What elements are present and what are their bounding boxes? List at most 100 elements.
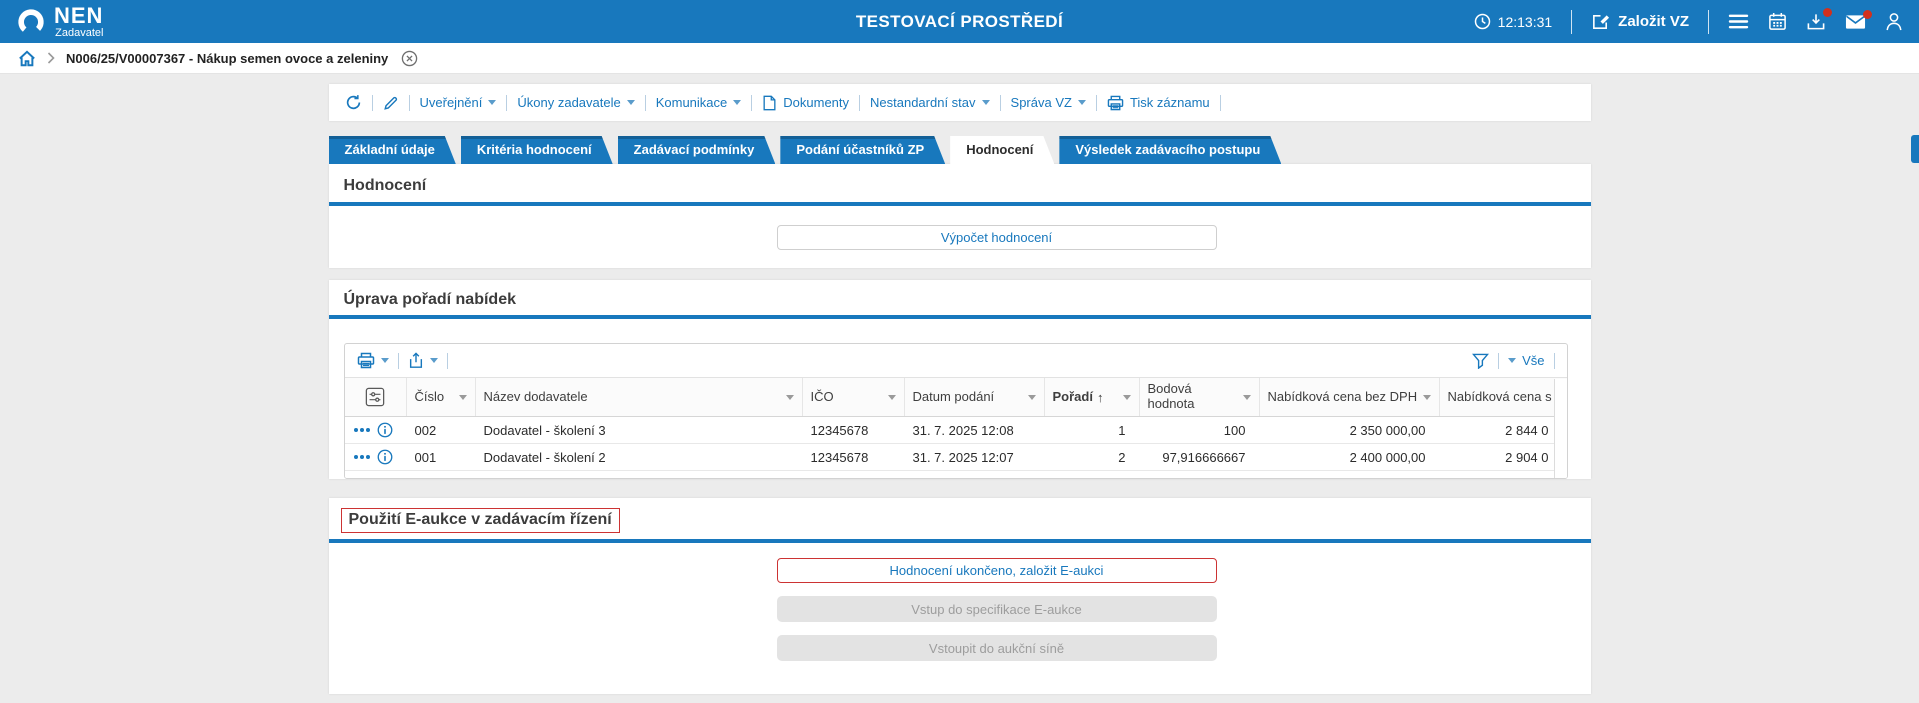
mail-icon	[1845, 14, 1866, 30]
row-info-button[interactable]	[377, 449, 393, 465]
cell-poradi: 2	[1118, 449, 1126, 465]
cell-ico: 12345678	[810, 449, 869, 465]
clock-time: 12:13:31	[1497, 13, 1553, 30]
divider	[506, 94, 508, 111]
row-actions-button[interactable]	[353, 455, 370, 459]
header-label: IČO	[810, 388, 834, 404]
table-header-ico[interactable]: IČO	[803, 378, 905, 416]
divider	[408, 94, 410, 111]
menu-button[interactable]	[1728, 13, 1749, 30]
record-tabs: Základní údaje Kritéria hodnocení Zadáva…	[329, 136, 1591, 164]
table-row[interactable]: 001 Dodavatel - školení 2 12345678 31. 7…	[344, 444, 1567, 471]
breadcrumb-close-button[interactable]	[401, 50, 418, 67]
refresh-button[interactable]	[345, 94, 362, 111]
table-header-datum-podani[interactable]: Datum podání	[905, 378, 1045, 416]
table-print-button[interactable]	[357, 352, 389, 369]
funnel-icon	[1472, 353, 1490, 369]
document-icon	[762, 95, 777, 111]
section-title-hodnoceni: Hodnocení	[343, 177, 427, 194]
column-settings-header[interactable]	[345, 378, 407, 416]
help-side-tab-clipped[interactable]	[1911, 135, 1919, 163]
chevron-right-icon	[47, 52, 55, 64]
chevron-down-icon	[1508, 358, 1517, 363]
table-header-cena-s-dph[interactable]: Nabídková cena s DP	[1440, 378, 1567, 416]
breadcrumb-record-title[interactable]: N006/25/V00007367 - Nákup semen ovoce a …	[66, 50, 389, 66]
table-header-nazev-dodavatele[interactable]: Název dodavatele	[476, 378, 803, 416]
header-label: Název dodavatele	[483, 388, 588, 404]
tab-zakladni-udaje[interactable]: Základní údaje	[329, 136, 456, 164]
section-eaukce: Použití E-aukce v zadávacím řízení Hodno…	[328, 498, 1591, 694]
table-filter-all-dropdown[interactable]: Vše	[1508, 353, 1545, 368]
toolbar-item-nestandardni-stav[interactable]: Nestandardní stav	[870, 95, 990, 110]
section-rule	[328, 315, 1591, 319]
cell-cislo: 002	[414, 422, 437, 438]
cell-cena-bez-dph: 2 400 000,00	[1349, 449, 1426, 465]
toolbar-item-komunikace[interactable]: Komunikace	[656, 95, 742, 110]
clock: 12:13:31	[1474, 13, 1553, 30]
filter-caret-icon	[458, 394, 467, 400]
home-button[interactable]	[18, 49, 36, 67]
table-header-cislo[interactable]: Číslo	[407, 378, 476, 416]
toolbar-item-ukony-zadavatele[interactable]: Úkony zadavatele	[517, 95, 635, 110]
section-rule	[328, 539, 1591, 543]
row-info-button[interactable]	[377, 422, 393, 438]
tab-vysledek-zadavaciho-postupu[interactable]: Výsledek zadávacího postupu	[1059, 136, 1281, 164]
cell-datum-podani: 31. 7. 2025 12:07	[912, 449, 1014, 465]
filter-caret-icon	[1242, 394, 1251, 400]
nen-logo-icon	[16, 7, 46, 37]
filter-caret-icon	[1027, 394, 1036, 400]
row-actions-button[interactable]	[353, 428, 370, 432]
table-header-poradi[interactable]: Pořadí ↑	[1045, 378, 1140, 416]
filter-caret-icon	[785, 394, 794, 400]
vypocet-hodnoceni-button[interactable]: Výpočet hodnocení	[776, 225, 1217, 250]
vstoupit-do-aukcni-sine-button[interactable]: Vstoupit do aukční síně	[776, 635, 1217, 661]
mail-button[interactable]	[1845, 9, 1872, 30]
section-uprava-poradi: Úprava pořadí nabídek	[328, 280, 1591, 479]
header-label: Číslo	[414, 388, 445, 404]
header-label: Datum podání	[912, 388, 995, 404]
chevron-down-icon	[1077, 100, 1086, 105]
tab-kriteria-hodnoceni[interactable]: Kritéria hodnocení	[461, 136, 613, 164]
table-header-cena-bez-dph[interactable]: Nabídková cena bez DPH	[1260, 378, 1440, 416]
create-vz-label: Založit VZ	[1618, 13, 1689, 30]
section-rule	[328, 202, 1591, 206]
toolbar-item-uverejneni[interactable]: Uveřejnění	[420, 95, 497, 110]
edit-record-button[interactable]	[383, 95, 399, 111]
tab-hodnoceni-active[interactable]: Hodnocení	[950, 136, 1054, 164]
chevron-down-icon	[981, 100, 990, 105]
divider	[751, 94, 753, 111]
environment-title: TESTOVACÍ PROSTŘEDÍ	[855, 11, 1064, 31]
toolbar-item-tisk-zaznamu[interactable]: Tisk záznamu	[1107, 95, 1210, 111]
vstup-do-specifikace-eaukce-button[interactable]: Vstup do specifikace E-aukce	[776, 596, 1217, 622]
cell-cena-bez-dph: 2 350 000,00	[1349, 422, 1426, 438]
hodnoceni-ukonceno-zalozit-eaukci-button[interactable]: Hodnocení ukončeno, založit E-aukci	[776, 558, 1217, 583]
tab-zadavaci-podminky[interactable]: Zadávací podmínky	[618, 136, 776, 164]
divider	[999, 94, 1001, 111]
table-export-button[interactable]	[408, 352, 438, 369]
chevron-down-icon	[380, 358, 389, 363]
sort-ascending-icon: ↑	[1096, 389, 1104, 405]
chevron-down-icon	[733, 100, 742, 105]
printer-icon	[1107, 95, 1124, 111]
calendar-button[interactable]	[1768, 12, 1787, 31]
clock-icon	[1474, 13, 1491, 30]
create-vz-button[interactable]: Založit VZ	[1591, 12, 1689, 31]
export-icon	[408, 352, 424, 369]
brand-name: NEN	[54, 2, 104, 28]
toolbar-item-dokumenty[interactable]: Dokumenty	[762, 95, 849, 111]
user-button[interactable]	[1885, 12, 1903, 31]
tab-podani-ucastniku-zp[interactable]: Podání účastníků ZP	[780, 136, 945, 164]
nen-logo[interactable]: NEN Zadavatel	[16, 2, 104, 39]
divider	[1219, 94, 1221, 111]
toolbar-item-sprava-vz[interactable]: Správa VZ	[1011, 95, 1086, 110]
home-icon	[18, 49, 36, 67]
table-row[interactable]: 002 Dodavatel - školení 3 12345678 31. 7…	[344, 417, 1567, 444]
divider	[446, 352, 448, 369]
table-filter-button[interactable]	[1472, 353, 1490, 369]
table-header-bodova-hodnota[interactable]: Bodová hodnota	[1140, 378, 1260, 416]
breadcrumb: N006/25/V00007367 - Nákup semen ovoce a …	[0, 43, 1919, 74]
table-vertical-scrollbar[interactable]	[1553, 379, 1567, 478]
inbox-download-icon	[1806, 12, 1826, 31]
filter-caret-icon	[1422, 394, 1431, 400]
inbox-button[interactable]	[1806, 8, 1832, 31]
